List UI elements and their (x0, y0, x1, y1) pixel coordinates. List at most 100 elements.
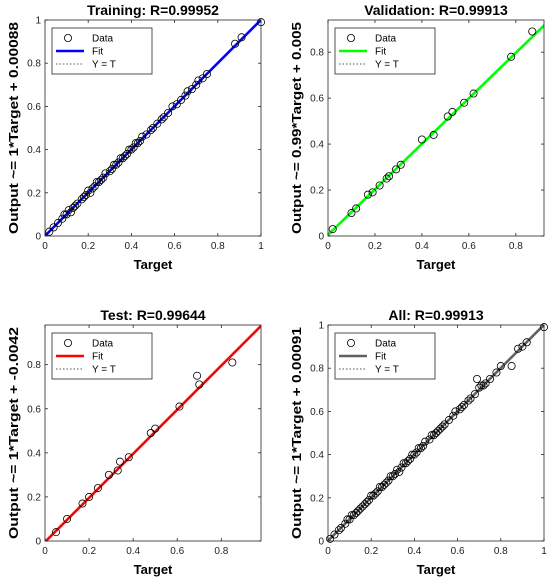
data-point (112, 160, 121, 169)
x-tick-label: 0.8 (494, 546, 508, 557)
legend-label-identity: Y = T (92, 60, 116, 71)
data-point (414, 444, 423, 453)
data-point (92, 177, 101, 186)
y-tick-label: 1 (318, 321, 324, 332)
chart-title: Test: R=0.99644 (100, 307, 205, 323)
chart-panel-1: 0 0.2 0.4 0.6 0.8 1 0 0.2 0.4 0.6 0.8 1 Training: R=… (6, 2, 265, 272)
x-axis-label: Target (134, 562, 173, 577)
data-point (356, 504, 365, 513)
data-point (464, 396, 473, 405)
data-point (347, 209, 356, 218)
y-axis-label: Output ~= 1*Target + 0.00088 (6, 22, 21, 234)
data-point (384, 476, 393, 485)
x-tick-label: 0 (325, 546, 331, 557)
data-point (395, 467, 404, 476)
data-point (115, 457, 124, 466)
x-axis-label: Target (417, 562, 456, 577)
x-tick-label: 0.2 (82, 546, 96, 557)
x-tick-label: 0 (325, 241, 331, 252)
data-point (352, 508, 361, 517)
data-point (507, 52, 516, 61)
data-point (368, 188, 377, 197)
y-tick-label: 0.6 (27, 404, 41, 415)
data-point (202, 70, 211, 79)
data-point (168, 102, 177, 111)
data-point (142, 130, 151, 139)
legend-marker-data (64, 34, 73, 43)
data-point (528, 27, 537, 36)
data-point (399, 459, 408, 468)
data-point (358, 502, 367, 511)
x-tick-label: 0.2 (364, 546, 378, 557)
x-tick-label: 0.6 (170, 546, 184, 557)
y-tick-label: 0.2 (310, 186, 324, 197)
chart-title: Training: R=0.99952 (87, 2, 219, 18)
data-point (345, 515, 354, 524)
data-point (64, 206, 73, 215)
data-point (429, 431, 438, 440)
y-tick-label: 0.4 (310, 140, 324, 151)
data-point (95, 177, 104, 186)
x-axis-label: Target (134, 257, 173, 272)
data-point (455, 405, 464, 414)
data-point (237, 33, 246, 42)
data-point (360, 500, 369, 509)
data-point (116, 154, 125, 163)
y-tick-label: 0.8 (310, 48, 324, 59)
data-point (71, 201, 80, 210)
data-point (390, 470, 399, 479)
y-tick-label: 0.2 (27, 188, 41, 199)
data-point (336, 524, 345, 533)
data-point (177, 95, 186, 104)
data-point (105, 167, 114, 176)
data-point (66, 208, 75, 217)
data-point (124, 453, 133, 462)
legend-label-identity: Y = T (375, 365, 399, 376)
data-point (496, 362, 505, 371)
y-tick-label: 1 (35, 16, 41, 27)
data-point (118, 154, 127, 163)
data-point (362, 498, 371, 507)
data-point (113, 466, 122, 475)
y-tick-label: 0 (35, 537, 41, 548)
x-tick-label: 0.4 (407, 546, 421, 557)
data-point (473, 374, 482, 383)
data-point (421, 437, 430, 446)
data-point (522, 338, 531, 347)
data-point (58, 214, 67, 223)
data-point (334, 526, 343, 535)
data-point (45, 227, 54, 236)
data-point (127, 145, 136, 154)
data-point (377, 482, 386, 491)
data-point (164, 108, 173, 117)
legend-marker-data (346, 338, 355, 347)
x-tick-label: 0.8 (509, 241, 523, 252)
data-point (382, 478, 391, 487)
data-point (114, 158, 123, 167)
data-point (172, 100, 181, 109)
data-point (228, 358, 237, 367)
data-point (479, 381, 488, 390)
data-point (417, 135, 426, 144)
data-point (192, 80, 201, 89)
legend-marker-data (346, 34, 355, 43)
data-point (431, 428, 440, 437)
data-point (97, 175, 106, 184)
data-point (343, 515, 352, 524)
legend-label-fit: Fit (375, 352, 386, 363)
data-point (62, 210, 71, 219)
data-point (354, 506, 363, 515)
data-point (466, 394, 475, 403)
data-point (328, 225, 337, 234)
data-point (375, 482, 384, 491)
data-point (365, 495, 374, 504)
data-point (195, 380, 204, 389)
data-point (369, 491, 378, 500)
data-point (440, 420, 449, 429)
legend-label-identity: Y = T (375, 60, 399, 71)
y-axis-label: Output ~= 0.99*Target + 0.005 (289, 22, 304, 234)
data-point (451, 407, 460, 416)
data-point (444, 416, 453, 425)
data-point (469, 89, 478, 98)
data-point (388, 472, 397, 481)
